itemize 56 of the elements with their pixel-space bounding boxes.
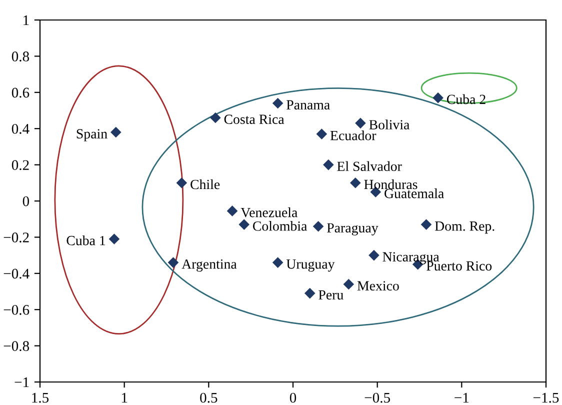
y-tick-label: 0.4 — [12, 124, 30, 134]
y-tick-label: −0.4 — [4, 268, 30, 279]
y-tick-label: 1 — [24, 15, 29, 26]
point — [304, 288, 315, 298]
y-tick-label: 0.8 — [12, 52, 30, 62]
x-tick-label: 0.5 — [200, 392, 218, 403]
annotation: Cuba 2 — [446, 94, 486, 104]
point — [272, 98, 283, 108]
y-tick-label: −1 — [14, 377, 29, 388]
y-tick-label: −0.6 — [4, 304, 30, 315]
x-tick-label: −1 — [454, 392, 469, 403]
y-tick-label: −0.8 — [4, 341, 30, 352]
x-tick-label: 1 — [122, 392, 128, 403]
annotation: Ecuador — [330, 130, 376, 140]
y-tick-label: 0 — [22, 196, 30, 206]
x-tick-label: −1.5 — [534, 392, 559, 403]
point — [350, 178, 361, 188]
point — [210, 112, 221, 123]
annotation: Colombia — [252, 221, 308, 231]
annotation: Dom. Rep. — [434, 222, 494, 234]
annotation: Venezuela — [240, 207, 298, 218]
annotation: Argentina — [182, 259, 237, 272]
x-tick-label: 1.5 — [32, 392, 49, 403]
y-tick-label: −0.2 — [4, 232, 29, 242]
annotation: Panama — [286, 100, 330, 110]
annotation: Paraguay — [327, 223, 378, 236]
point — [110, 127, 122, 138]
annotation: Peru — [318, 290, 344, 300]
y-tick-label: 0.2 — [12, 160, 29, 170]
annotation: Chile — [190, 179, 220, 190]
y-tick-label: 0.6 — [12, 88, 30, 98]
point — [432, 92, 444, 103]
point — [344, 279, 354, 290]
point — [316, 128, 327, 140]
annotation: Honduras — [364, 179, 418, 190]
annotation: Mexico — [357, 281, 399, 291]
point — [109, 234, 120, 244]
point — [421, 219, 432, 230]
annotation: Bolivia — [369, 120, 410, 130]
annotation: Costa Rica — [224, 114, 284, 124]
point — [168, 257, 178, 268]
point — [355, 118, 366, 128]
annotation: Cuba 1 — [66, 235, 106, 246]
point — [176, 178, 187, 188]
point — [227, 206, 238, 216]
point — [238, 219, 250, 230]
annotation: El Salvador — [337, 161, 402, 172]
x-tick-label: 0 — [290, 392, 296, 403]
annotation: Guatemala — [384, 188, 444, 198]
annotation: Uruguay — [286, 260, 335, 272]
point — [313, 221, 324, 232]
annotation: Spain — [76, 129, 108, 142]
x-tick-label: −0.5 — [364, 392, 390, 403]
point — [272, 257, 283, 268]
point — [368, 250, 380, 260]
point — [323, 160, 334, 170]
